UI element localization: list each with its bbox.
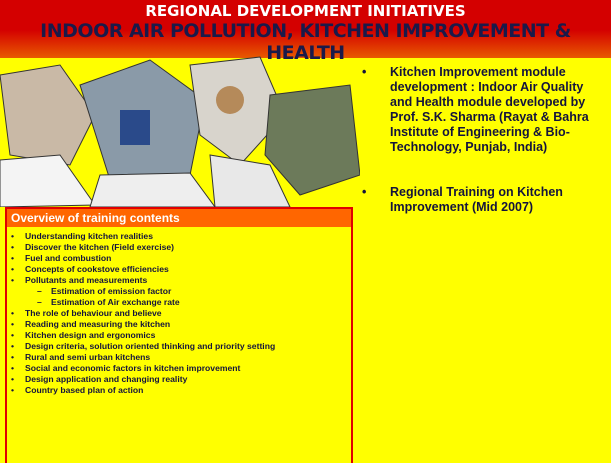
photo-collage [0,55,360,207]
bullet: Kitchen Improvement module development :… [360,65,605,155]
title: REGIONAL DEVELOPMENT INITIATIVES [0,2,611,20]
overview-item: Design application and changing reality [11,374,351,385]
overview-item: Social and economic factors in kitchen i… [11,363,351,374]
overview-item: Understanding kitchen realities [11,231,351,242]
overview-item: The role of behaviour and believe [11,308,351,319]
slide: REGIONAL DEVELOPMENT INITIATIVES INDOOR … [0,0,611,463]
overview-item: Concepts of cookstove efficiencies [11,264,351,275]
overview-heading: Overview of training contents [7,209,351,227]
bullet: Regional Training on Kitchen Improvement… [360,185,605,215]
overview-subitem: Estimation of emission factor [11,286,351,297]
overview-item: Design criteria, solution oriented think… [11,341,351,352]
overview-item: Kitchen design and ergonomics [11,330,351,341]
overview-item: Rural and semi urban kitchens [11,352,351,363]
overview-item: Country based plan of action [11,385,351,396]
overview-list: Understanding kitchen realitiesDiscover … [11,231,351,396]
overview-item: Reading and measuring the kitchen [11,319,351,330]
overview-item: Fuel and combustion [11,253,351,264]
overview-box: Overview of training contents Understand… [5,207,353,463]
overview-item: Pollutants and measurements [11,275,351,286]
overview-subitem: Estimation of Air exchange rate [11,297,351,308]
bullet-list: Kitchen Improvement module development :… [360,65,605,245]
overview-item: Discover the kitchen (Field exercise) [11,242,351,253]
